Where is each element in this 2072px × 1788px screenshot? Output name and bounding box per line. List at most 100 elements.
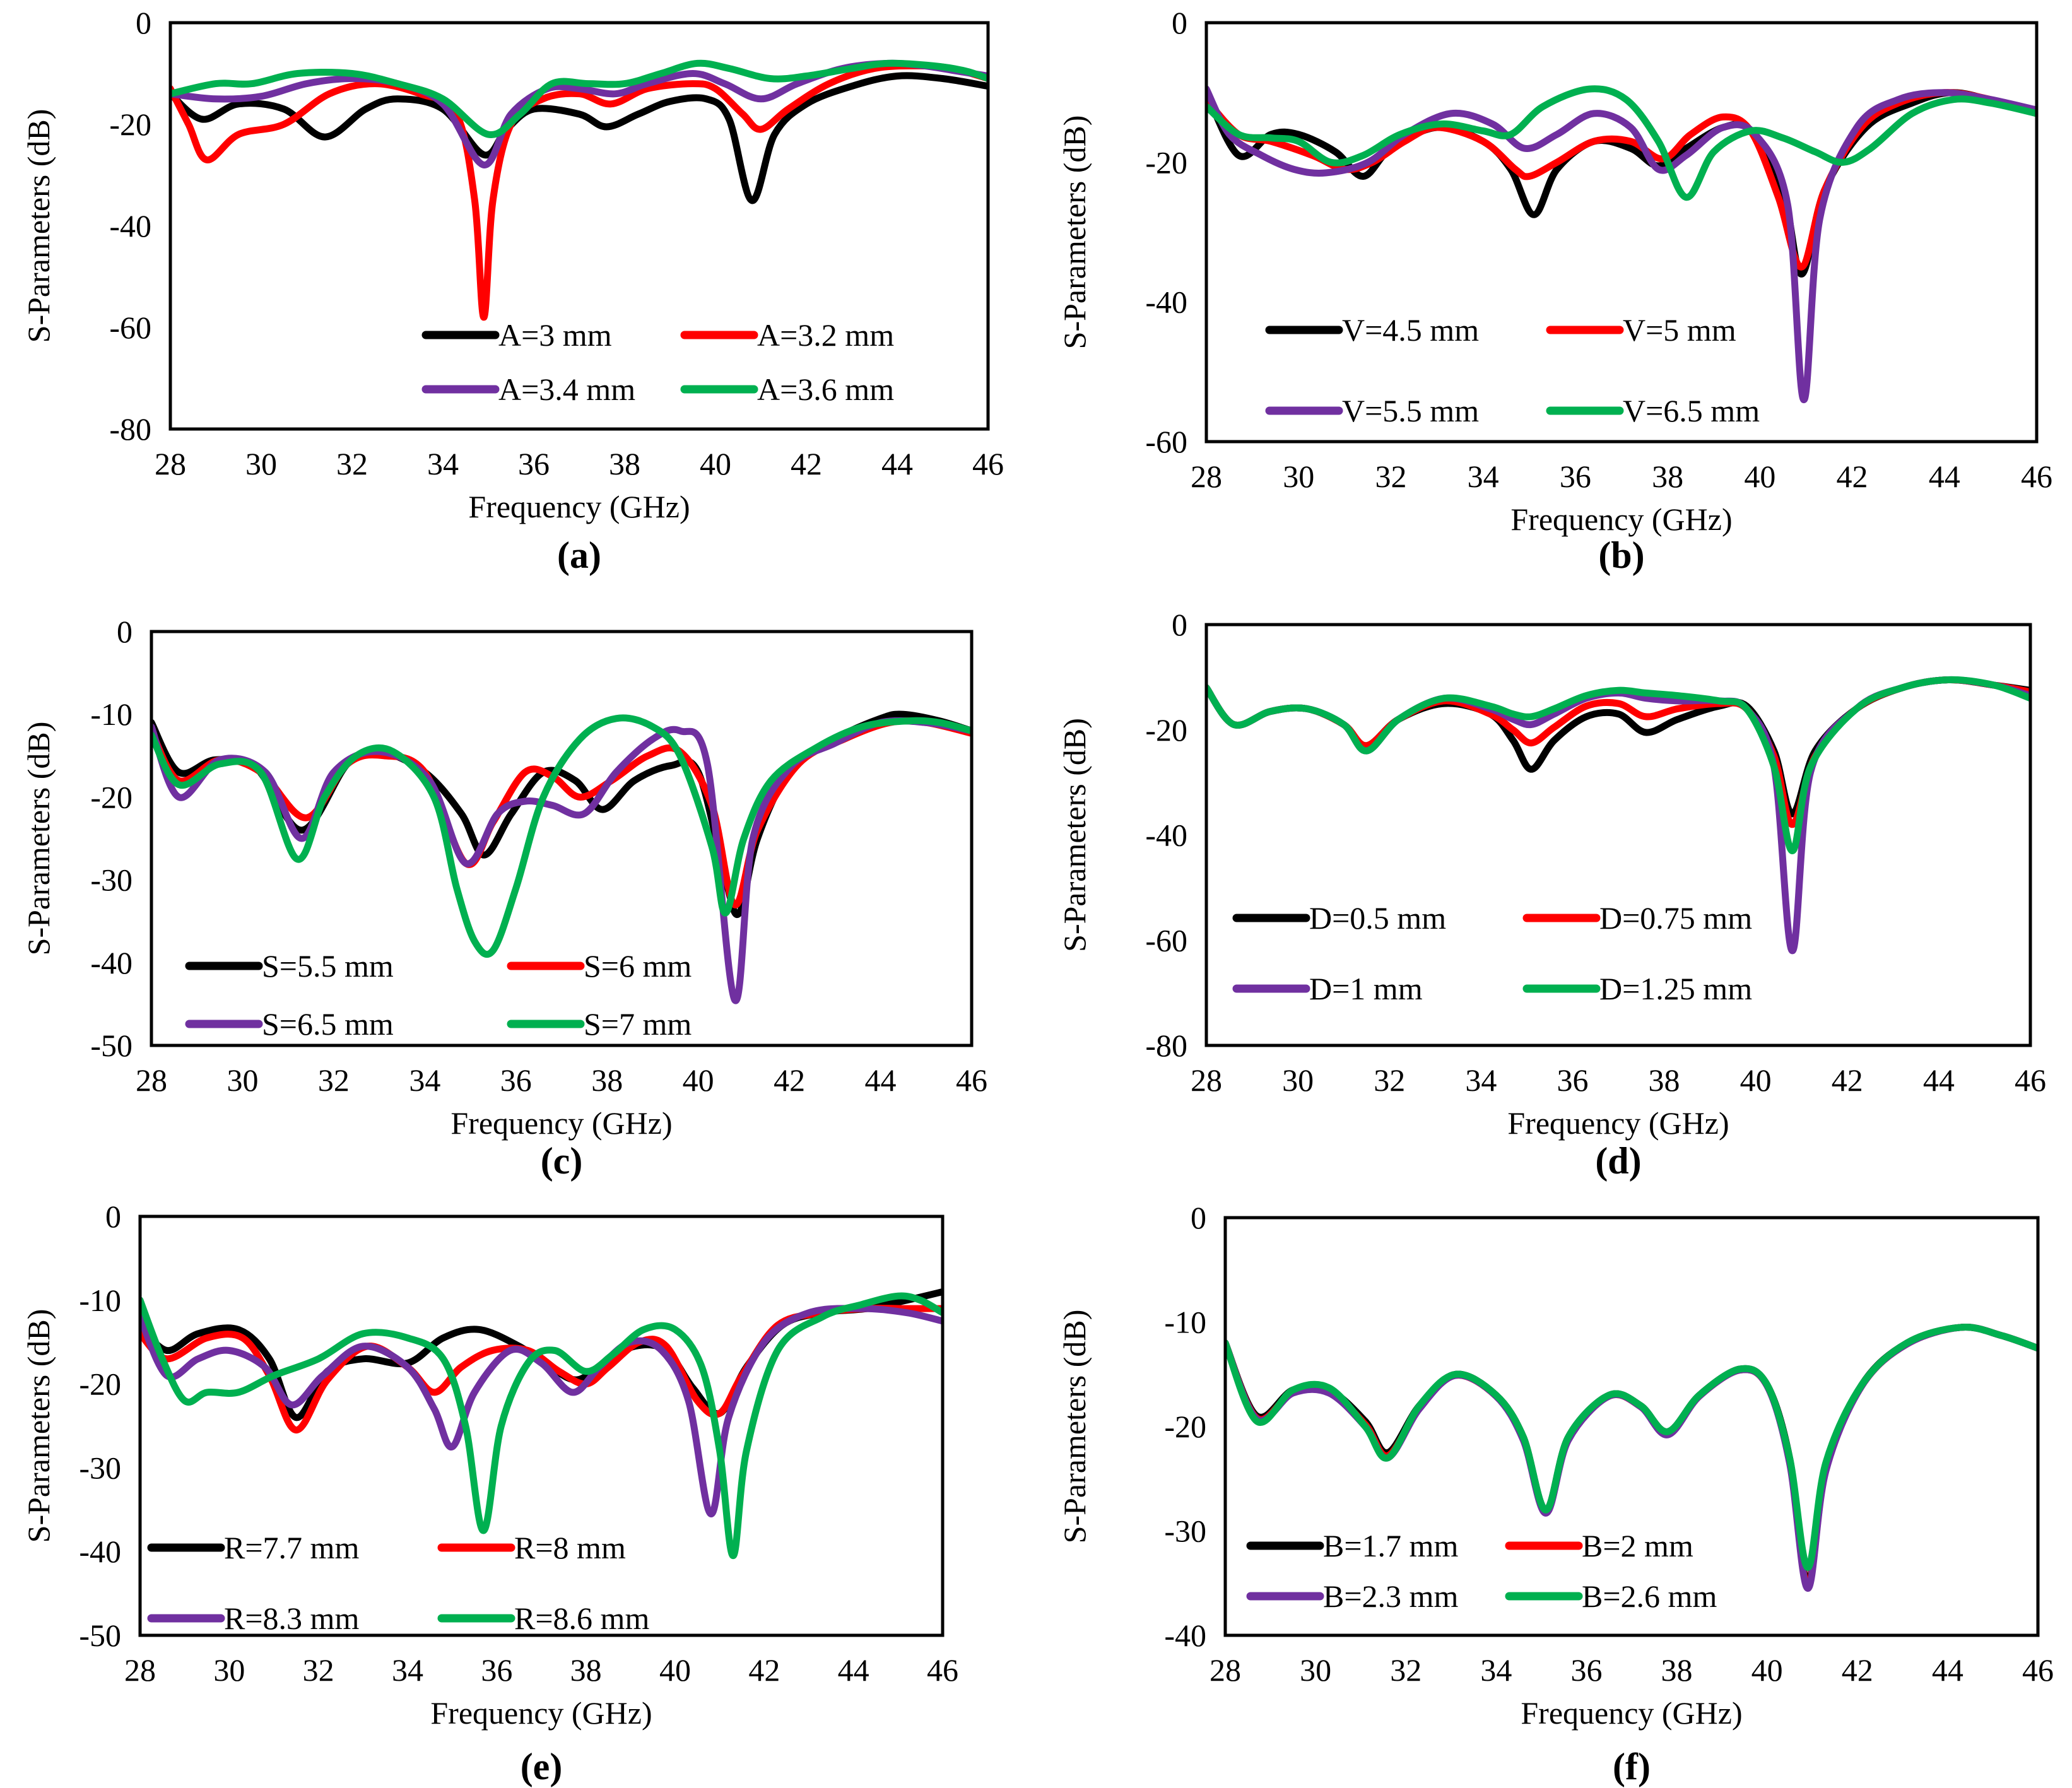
series-group xyxy=(1206,676,2030,955)
y-tick-label: -40 xyxy=(1164,1618,1206,1653)
x-tick-label: 30 xyxy=(227,1062,258,1098)
x-tick-label: 38 xyxy=(1649,1062,1680,1098)
y-axis-label: S-Parameters (dB) xyxy=(1057,718,1092,952)
x-tick-label: 30 xyxy=(1300,1652,1331,1688)
legend-label: B=1.7 mm xyxy=(1323,1528,1458,1563)
legend-label: A=3.6 mm xyxy=(757,372,894,407)
legend-label: R=8.3 mm xyxy=(224,1601,359,1636)
legend-label: A=3.2 mm xyxy=(757,317,894,353)
y-tick-label: -30 xyxy=(79,1450,121,1485)
y-tick-label: -10 xyxy=(79,1283,121,1318)
y-axis-label: S-Parameters (dB) xyxy=(1057,1310,1092,1544)
series-line-4 xyxy=(1225,1324,2038,1571)
y-tick-label: -20 xyxy=(90,779,132,815)
x-tick-label: 28 xyxy=(155,446,186,481)
y-tick-label: -40 xyxy=(109,208,151,244)
plot-frame xyxy=(138,1215,945,1637)
panel-label: (d) xyxy=(1595,1140,1641,1182)
y-tick-label: -20 xyxy=(79,1367,121,1402)
x-tick-label: 36 xyxy=(1560,459,1591,494)
x-tick-label: 40 xyxy=(1740,1062,1772,1098)
y-tick-label: -80 xyxy=(109,411,151,447)
x-tick-label: 36 xyxy=(500,1062,532,1098)
x-tick-label: 44 xyxy=(881,446,913,481)
x-tick-label: 30 xyxy=(245,446,277,481)
y-axis-label: S-Parameters (dB) xyxy=(21,109,56,343)
x-tick-label: 44 xyxy=(1929,459,1960,494)
y-tick-label: -40 xyxy=(90,945,132,980)
x-tick-label: 34 xyxy=(392,1652,423,1688)
y-tick-label: -10 xyxy=(90,697,132,732)
x-tick-label: 42 xyxy=(1837,459,1868,494)
y-tick-label: 0 xyxy=(1172,607,1187,642)
x-tick-label: 34 xyxy=(1465,1062,1497,1098)
legend-label: A=3 mm xyxy=(498,317,612,353)
series-line-4 xyxy=(1206,85,2037,201)
x-tick-label: 32 xyxy=(336,446,368,481)
x-tick-label: 38 xyxy=(570,1652,602,1688)
x-tick-label: 42 xyxy=(1832,1062,1863,1098)
series-line-4 xyxy=(151,714,972,958)
x-tick-label: 42 xyxy=(1842,1652,1873,1688)
plot-frame xyxy=(150,630,974,1047)
y-tick-label: 0 xyxy=(1191,1200,1206,1235)
x-tick-label: 42 xyxy=(774,1062,805,1098)
y-tick-label: -50 xyxy=(90,1028,132,1063)
y-tick-label: -50 xyxy=(79,1618,121,1653)
plot-frame xyxy=(168,21,990,431)
x-tick-label: 46 xyxy=(2021,459,2052,494)
y-tick-label: -30 xyxy=(90,862,132,898)
series-group xyxy=(140,1288,943,1560)
plot-frame xyxy=(1223,1216,2040,1637)
x-tick-label: 28 xyxy=(1191,1062,1222,1098)
series-group xyxy=(1225,1323,2038,1592)
series-line-3 xyxy=(140,1305,943,1517)
y-tick-label: -40 xyxy=(1145,818,1187,853)
x-tick-label: 36 xyxy=(518,446,550,481)
series-group xyxy=(151,710,972,1004)
x-tick-label: 34 xyxy=(409,1062,440,1098)
x-axis-label: Frequency (GHz) xyxy=(1507,1105,1729,1141)
legend-label: R=8.6 mm xyxy=(514,1601,649,1636)
x-tick-label: 40 xyxy=(659,1652,691,1688)
x-tick-label: 42 xyxy=(791,446,822,481)
series-line-3 xyxy=(1206,85,2037,404)
y-tick-label: -10 xyxy=(1164,1305,1206,1340)
legend-label: S=5.5 mm xyxy=(262,948,394,984)
x-axis-label: Frequency (GHz) xyxy=(1510,502,1732,537)
x-tick-label: 40 xyxy=(1751,1652,1783,1688)
x-tick-label: 44 xyxy=(1923,1062,1955,1098)
legend-label: R=8 mm xyxy=(514,1530,626,1565)
y-tick-label: -20 xyxy=(1164,1409,1206,1444)
x-tick-label: 32 xyxy=(1390,1652,1422,1688)
legend-label: B=2.6 mm xyxy=(1582,1579,1717,1614)
series-line-2 xyxy=(170,62,988,321)
panel-label: (b) xyxy=(1598,534,1644,576)
series-group xyxy=(1206,85,2037,404)
legend-label: V=5.5 mm xyxy=(1342,393,1479,428)
x-tick-label: 42 xyxy=(748,1652,780,1688)
y-tick-label: 0 xyxy=(136,5,151,40)
y-axis-label: S-Parameters (dB) xyxy=(21,1309,56,1543)
legend-label: D=0.5 mm xyxy=(1309,900,1446,936)
x-tick-label: 44 xyxy=(1932,1652,1963,1688)
y-tick-label: -40 xyxy=(79,1534,121,1569)
x-tick-label: 46 xyxy=(2022,1652,2054,1688)
legend-label: D=1.25 mm xyxy=(1599,971,1752,1006)
x-tick-label: 46 xyxy=(2015,1062,2046,1098)
x-tick-label: 46 xyxy=(972,446,1004,481)
x-tick-label: 32 xyxy=(318,1062,350,1098)
panel-label: (e) xyxy=(521,1746,563,1787)
x-tick-label: 32 xyxy=(303,1652,334,1688)
y-axis-label: S-Parameters (dB) xyxy=(21,722,56,956)
y-axis-label: S-Parameters (dB) xyxy=(1057,115,1092,350)
y-tick-label: -80 xyxy=(1145,1028,1187,1063)
x-tick-label: 28 xyxy=(1191,459,1222,494)
panel-label: (c) xyxy=(541,1140,583,1182)
x-tick-label: 30 xyxy=(1282,1062,1314,1098)
legend-label: R=7.7 mm xyxy=(224,1530,359,1565)
